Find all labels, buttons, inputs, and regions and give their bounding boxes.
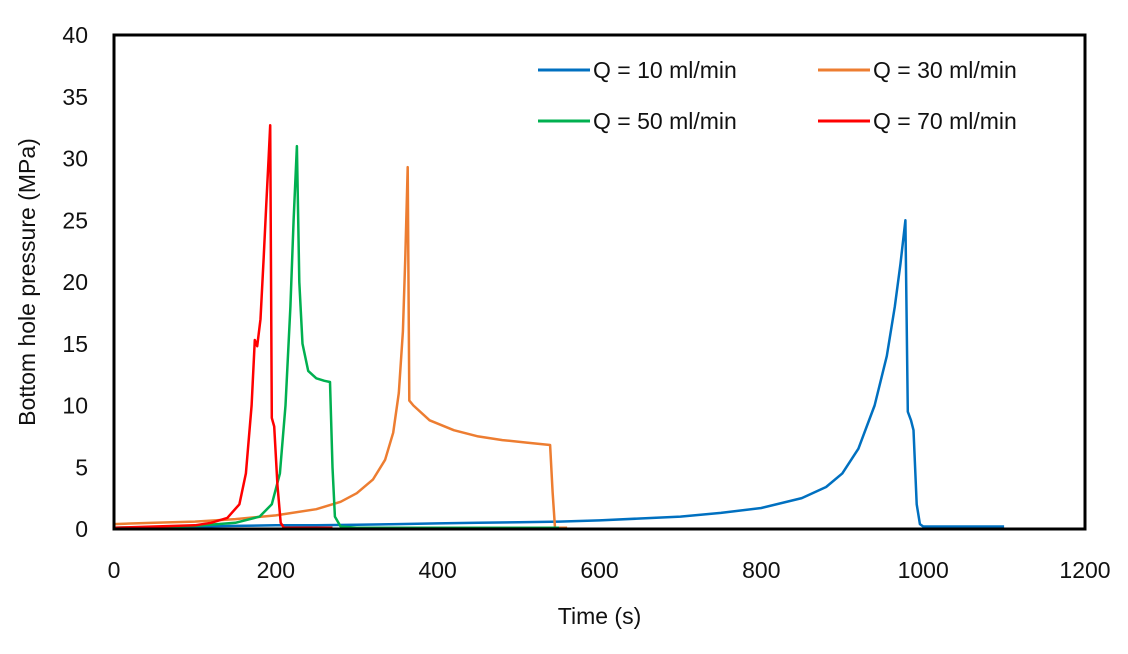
y-tick-label: 0 xyxy=(75,516,88,542)
x-tick-label: 800 xyxy=(742,557,780,583)
series-line-4 xyxy=(113,123,333,530)
x-tick-label: 0 xyxy=(108,557,121,583)
y-axis: 0 5 10 15 20 25 30 35 40 xyxy=(62,22,88,542)
x-tick-label: 1200 xyxy=(1059,557,1110,583)
y-tick-label: 15 xyxy=(62,331,88,357)
series-line-2 xyxy=(113,165,568,530)
x-tick-label: 200 xyxy=(257,557,295,583)
legend-item: Q = 70 ml/min xyxy=(818,108,1017,134)
y-axis-title: Bottom hole pressure (MPa) xyxy=(14,138,40,426)
y-tick-label: 5 xyxy=(75,454,88,480)
x-tick-label: 600 xyxy=(580,557,618,583)
legend-label: Q = 30 ml/min xyxy=(873,57,1017,83)
y-tick-label: 25 xyxy=(62,207,88,233)
series-line-1 xyxy=(113,219,1005,530)
legend-item: Q = 50 ml/min xyxy=(538,108,737,134)
y-tick-label: 10 xyxy=(62,393,88,419)
x-axis-title: Time (s) xyxy=(558,603,641,629)
x-axis: 0 200 400 600 800 1000 1200 xyxy=(108,557,1111,583)
legend-item: Q = 10 ml/min xyxy=(538,57,737,83)
legend-label: Q = 10 ml/min xyxy=(593,57,737,83)
legend-item: Q = 30 ml/min xyxy=(818,57,1017,83)
y-tick-label: 30 xyxy=(62,146,88,172)
legend-label: Q = 70 ml/min xyxy=(873,108,1017,134)
series-line-3 xyxy=(113,144,559,530)
x-tick-label: 1000 xyxy=(898,557,949,583)
y-tick-label: 40 xyxy=(62,22,88,48)
y-tick-label: 20 xyxy=(62,269,88,295)
y-tick-label: 35 xyxy=(62,84,88,110)
legend: Q = 10 ml/min Q = 30 ml/min Q = 50 ml/min Q… xyxy=(538,57,1017,134)
plot-frame xyxy=(112,33,1087,531)
legend-label: Q = 50 ml/min xyxy=(593,108,737,134)
x-tick-label: 400 xyxy=(418,557,456,583)
plot-series xyxy=(113,123,1005,530)
